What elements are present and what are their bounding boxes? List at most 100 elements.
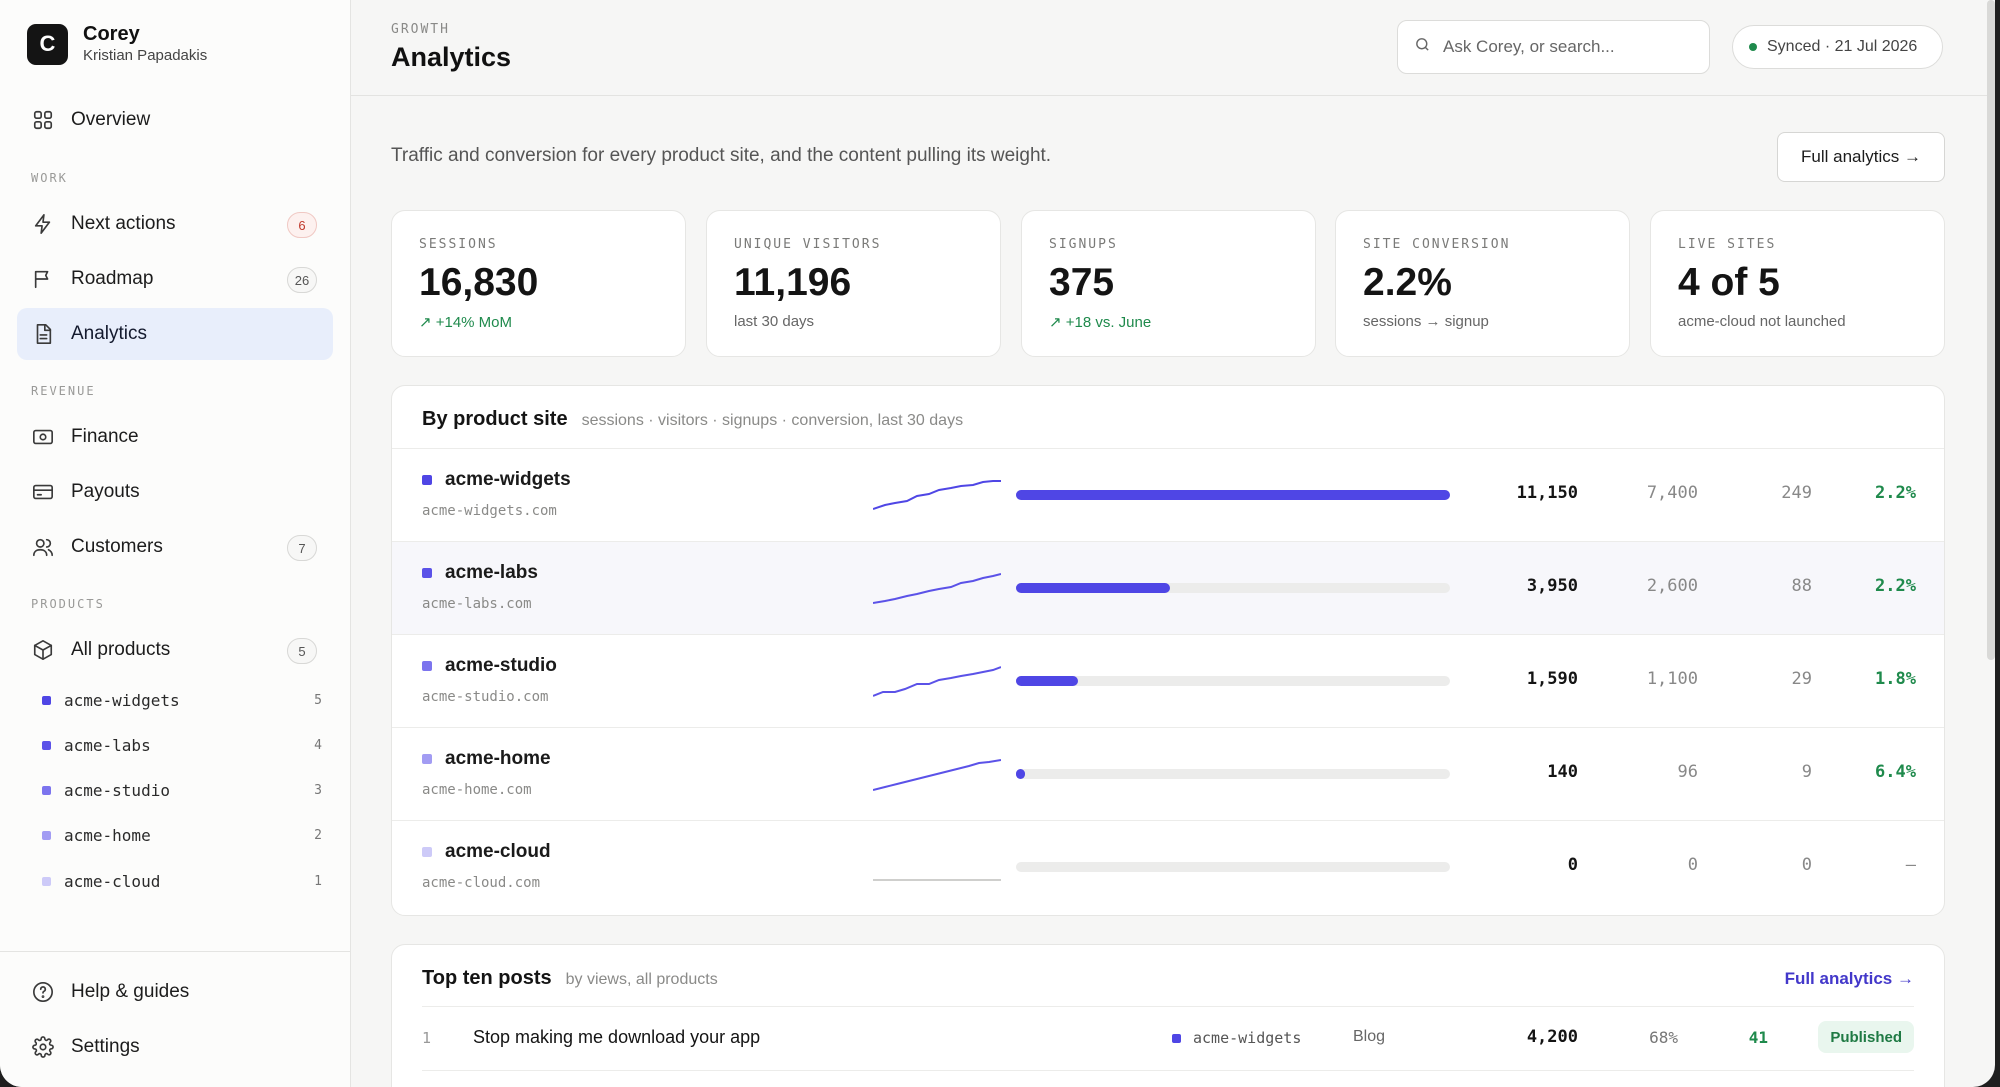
post-row[interactable]: 1 Stop making me download your app acme-… <box>392 1007 1944 1071</box>
product-count: 4 <box>314 737 322 753</box>
sidebar-item-label: Finance <box>71 426 139 447</box>
count-badge: 5 <box>287 638 317 664</box>
site-name: acme-cloud <box>445 841 551 862</box>
sidebar-item-roadmap[interactable]: Roadmap 26 <box>17 253 333 305</box>
sessions-sparkline <box>873 480 1001 510</box>
kpi-value: 2.2% <box>1363 261 1452 304</box>
sidebar-item-payouts[interactable]: Payouts <box>17 466 333 518</box>
kpi-card-live-sites: LIVE SITES 4 of 5 acme-cloud not launche… <box>1650 210 1945 357</box>
full-analytics-link[interactable]: Full analytics → <box>1784 969 1914 988</box>
conversion-value: 2.2% <box>1875 576 1916 596</box>
site-row-acme-cloud[interactable]: acme-cloud acme-cloud.com 0 0 0 — <box>392 820 1944 913</box>
full-analytics-button[interactable]: Full analytics → <box>1777 132 1945 182</box>
site-domain: acme-widgets.com <box>422 503 557 519</box>
sidebar-product-acme-labs[interactable]: acme-labs 4 <box>42 730 322 760</box>
product-count: 5 <box>314 692 322 708</box>
sidebar-item-label: Roadmap <box>71 268 154 289</box>
site-domain: acme-studio.com <box>422 689 549 705</box>
sidebar-product-acme-home[interactable]: acme-home 2 <box>42 820 322 850</box>
signups-value: 0 <box>1801 855 1812 875</box>
conversion-value: 2.2% <box>1875 483 1916 503</box>
kpi-delta: acme-cloud not launched <box>1678 313 1846 330</box>
sidebar-item-next-actions[interactable]: Next actions 6 <box>17 198 333 250</box>
site-name: acme-widgets <box>445 469 571 490</box>
kpi-delta: last 30 days <box>734 313 815 330</box>
post-product: acme-widgets <box>1160 1029 1301 1047</box>
section-label-revenue: REVENUE <box>31 384 96 398</box>
sidebar-item-help[interactable]: Help & guides <box>17 966 333 1018</box>
product-color-dot <box>42 695 51 705</box>
kpi-delta: ↗ +14% MoM <box>419 314 513 331</box>
conversion-value: 1.8% <box>1875 669 1916 689</box>
section-label-work: WORK <box>31 171 68 185</box>
sessions-share-bar <box>1016 862 1450 872</box>
card-icon <box>31 480 55 504</box>
product-color-dot <box>42 876 51 886</box>
site-row-acme-studio[interactable]: acme-studio acme-studio.com 1,590 1,100 … <box>392 634 1944 727</box>
card-title: Top ten posts <box>422 967 552 989</box>
sidebar-item-label: Help & guides <box>71 981 190 1002</box>
kpi-value: 11,196 <box>734 261 852 304</box>
site-domain: acme-home.com <box>422 782 532 798</box>
visitors-value: 7,400 <box>1646 483 1698 503</box>
site-row-acme-labs[interactable]: acme-labs acme-labs.com 3,950 2,600 88 2… <box>392 541 1944 634</box>
sync-status-text: Synced · 21 Jul 2026 <box>1767 38 1918 55</box>
sessions-value: 1,590 <box>1526 669 1578 689</box>
kpi-value: 4 of 5 <box>1678 261 1780 304</box>
conversion-value: — <box>1905 855 1916 875</box>
sidebar-item-overview[interactable]: Overview <box>17 94 333 146</box>
site-name: acme-home <box>445 748 551 769</box>
search-input[interactable] <box>1443 37 1693 57</box>
product-label: acme-home <box>64 825 151 845</box>
visitors-value: 2,600 <box>1646 576 1698 596</box>
site-color-dot <box>422 661 432 671</box>
sidebar-product-acme-studio[interactable]: acme-studio 3 <box>42 775 322 805</box>
sessions-share-fill <box>1016 583 1170 593</box>
sessions-share-bar <box>1016 490 1450 500</box>
sidebar: C Corey Kristian Papadakis Overview WORK… <box>0 0 351 1087</box>
sidebar-item-analytics[interactable]: Analytics <box>17 308 333 360</box>
sidebar-item-finance[interactable]: Finance <box>17 411 333 463</box>
post-type: Blog <box>1353 1028 1386 1045</box>
product-label: acme-labs <box>64 735 151 755</box>
kpi-value: 375 <box>1049 261 1115 304</box>
sessions-share-fill <box>1016 676 1079 686</box>
site-domain: acme-cloud.com <box>422 875 541 891</box>
workspace-logo: C <box>27 23 68 65</box>
sync-status: Synced · 21 Jul 2026 <box>1732 25 1943 69</box>
gear-icon <box>31 1035 55 1059</box>
sidebar-item-label: All products <box>71 639 171 660</box>
product-label: acme-studio <box>64 780 170 800</box>
sidebar-item-customers[interactable]: Customers 7 <box>17 521 333 573</box>
section-label-products: PRODUCTS <box>31 597 105 611</box>
kpi-label: UNIQUE VISITORS <box>734 237 882 252</box>
site-row-acme-home[interactable]: acme-home acme-home.com 140 96 9 6.4% <box>392 727 1944 820</box>
kpi-card-site-conversion: SITE CONVERSION 2.2% sessions → signup <box>1335 210 1630 357</box>
kpi-label: SESSIONS <box>419 237 498 252</box>
sidebar-item-all-products[interactable]: All products 5 <box>17 624 333 676</box>
topbar: GROWTH Analytics Synced · 21 Jul 2026 <box>351 0 1995 96</box>
site-name: acme-studio <box>445 655 557 676</box>
box-icon <box>31 638 55 662</box>
scrollbar[interactable] <box>1987 0 1995 660</box>
signups-value: 9 <box>1801 762 1812 782</box>
sidebar-product-acme-cloud[interactable]: acme-cloud 1 <box>42 866 322 896</box>
product-sites-card: By product site sessions · visitors · si… <box>391 385 1945 916</box>
top-posts-card: Top ten posts by views, all products Ful… <box>391 944 1945 1087</box>
site-color-dot <box>422 568 432 578</box>
visitors-value: 96 <box>1677 762 1698 782</box>
sessions-value: 11,150 <box>1516 483 1578 503</box>
product-color-dot <box>42 830 51 840</box>
sessions-share-bar <box>1016 583 1450 593</box>
kpi-value: 16,830 <box>419 261 539 304</box>
sidebar-item-settings[interactable]: Settings <box>17 1021 333 1073</box>
flag-icon <box>31 267 55 291</box>
site-domain: acme-labs.com <box>422 596 532 612</box>
workspace-switcher[interactable]: C Corey Kristian Papadakis <box>27 22 207 66</box>
count-badge: 26 <box>287 267 317 293</box>
search-box[interactable] <box>1397 20 1710 74</box>
sidebar-product-acme-widgets[interactable]: acme-widgets 5 <box>42 685 322 715</box>
site-row-acme-widgets[interactable]: acme-widgets acme-widgets.com 11,150 7,4… <box>392 448 1944 541</box>
kpi-delta: ↗ +18 vs. June <box>1049 314 1152 331</box>
